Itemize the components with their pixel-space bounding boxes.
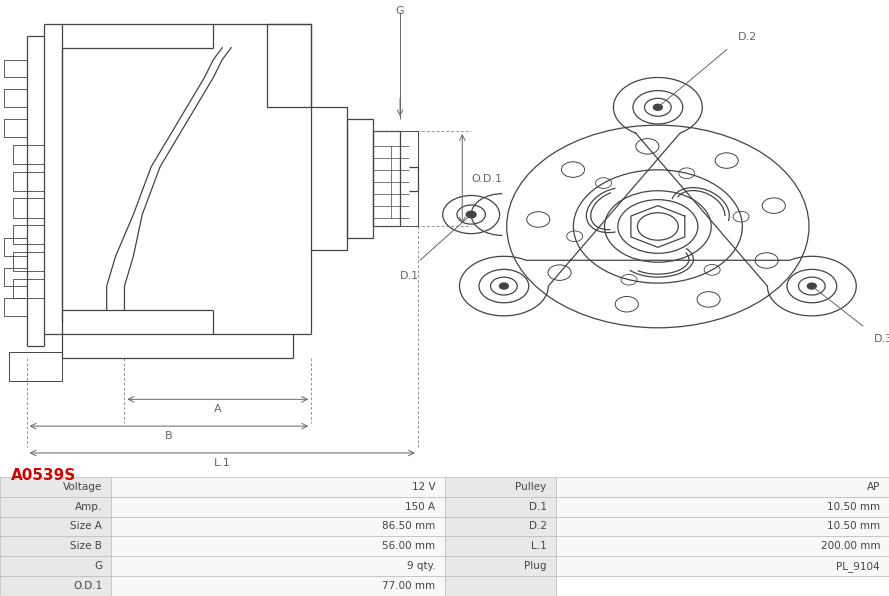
- Bar: [311, 107, 347, 250]
- Text: Size B: Size B: [70, 541, 102, 551]
- Bar: [444, 496, 556, 517]
- Text: D.2: D.2: [529, 522, 547, 532]
- Text: 10.50 mm: 10.50 mm: [827, 522, 880, 532]
- Bar: [0, 477, 111, 496]
- Text: 12 V: 12 V: [412, 482, 436, 492]
- Bar: [13, 145, 44, 164]
- Bar: [111, 556, 444, 576]
- Bar: [556, 576, 889, 596]
- Bar: [4, 298, 27, 316]
- Text: Amp.: Amp.: [75, 502, 102, 511]
- Text: 10.50 mm: 10.50 mm: [827, 502, 880, 511]
- Bar: [556, 517, 889, 536]
- Bar: [0, 556, 111, 576]
- Bar: [556, 496, 889, 517]
- Bar: [111, 517, 444, 536]
- Text: A0539S: A0539S: [11, 468, 76, 483]
- Circle shape: [653, 104, 662, 110]
- Bar: [556, 536, 889, 556]
- Text: 86.50 mm: 86.50 mm: [382, 522, 436, 532]
- Text: O.D.1: O.D.1: [471, 174, 502, 184]
- Bar: [4, 89, 27, 107]
- Bar: [347, 119, 373, 238]
- Bar: [0, 517, 111, 536]
- Bar: [267, 24, 311, 107]
- Text: Size A: Size A: [70, 522, 102, 532]
- Bar: [444, 536, 556, 556]
- Bar: [444, 576, 556, 596]
- Bar: [111, 536, 444, 556]
- Bar: [4, 238, 27, 256]
- Text: AP: AP: [867, 482, 880, 492]
- Circle shape: [500, 283, 509, 289]
- Bar: [4, 268, 27, 286]
- Circle shape: [467, 212, 477, 218]
- Bar: [444, 517, 556, 536]
- Text: D.2: D.2: [738, 32, 757, 42]
- Text: Voltage: Voltage: [63, 482, 102, 492]
- Circle shape: [807, 283, 816, 289]
- Text: O.D.1: O.D.1: [73, 581, 102, 591]
- Text: PL_9104: PL_9104: [837, 561, 880, 572]
- Text: D.1: D.1: [529, 502, 547, 511]
- Bar: [0, 496, 111, 517]
- Text: D.3: D.3: [874, 334, 889, 344]
- Text: 9 qty.: 9 qty.: [407, 561, 436, 571]
- Text: D.1: D.1: [399, 271, 419, 281]
- Text: L.1: L.1: [531, 541, 547, 551]
- Bar: [444, 477, 556, 496]
- Bar: [13, 225, 44, 244]
- Bar: [4, 60, 27, 77]
- Bar: [4, 119, 27, 137]
- Text: B: B: [165, 431, 172, 441]
- Bar: [373, 131, 418, 226]
- Bar: [556, 556, 889, 576]
- Bar: [111, 496, 444, 517]
- Bar: [13, 198, 44, 218]
- Bar: [556, 477, 889, 496]
- Text: 150 A: 150 A: [405, 502, 436, 511]
- Text: Pulley: Pulley: [516, 482, 547, 492]
- Bar: [13, 252, 44, 271]
- Bar: [9, 352, 62, 381]
- Bar: [0, 576, 111, 596]
- Bar: [0, 536, 111, 556]
- Text: 77.00 mm: 77.00 mm: [382, 581, 436, 591]
- Text: 56.00 mm: 56.00 mm: [382, 541, 436, 551]
- Text: A: A: [214, 404, 221, 414]
- Text: G: G: [396, 6, 404, 16]
- Bar: [111, 477, 444, 496]
- Text: G: G: [94, 561, 102, 571]
- Bar: [13, 172, 44, 191]
- Bar: [13, 279, 44, 298]
- Text: L.1: L.1: [214, 458, 230, 468]
- Bar: [444, 556, 556, 576]
- Bar: [373, 131, 400, 226]
- Text: 200.00 mm: 200.00 mm: [821, 541, 880, 551]
- Text: Plug: Plug: [525, 561, 547, 571]
- Bar: [111, 576, 444, 596]
